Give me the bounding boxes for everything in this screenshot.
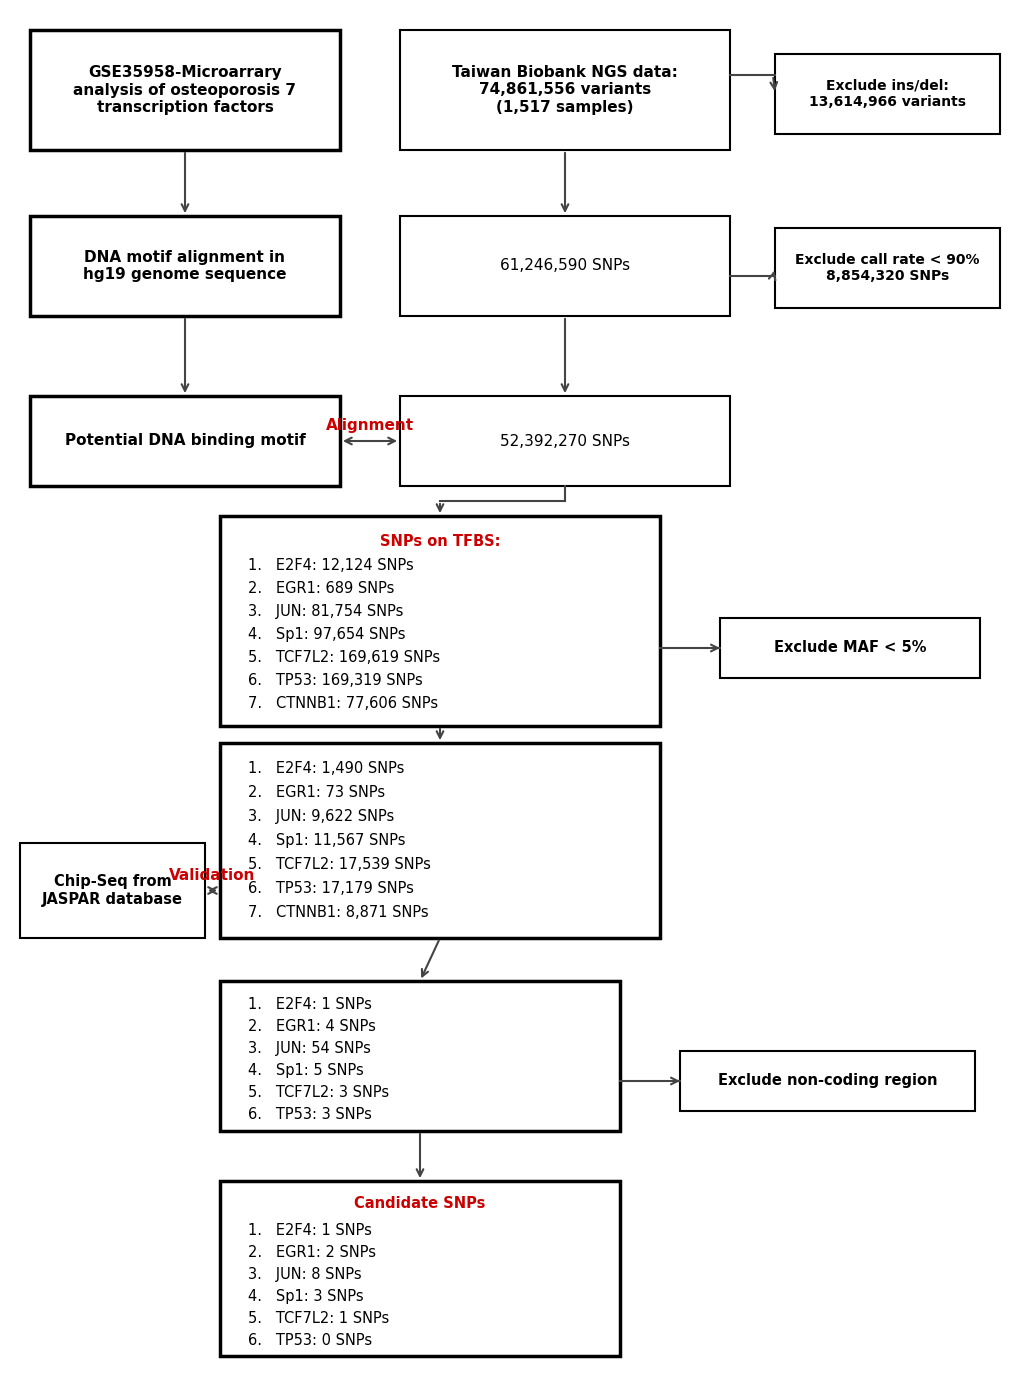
Text: 4.   Sp1: 3 SNPs: 4. Sp1: 3 SNPs [248, 1289, 363, 1304]
Text: Exclude MAF < 5%: Exclude MAF < 5% [773, 640, 925, 656]
Text: 5.   TCF7L2: 17,539 SNPs: 5. TCF7L2: 17,539 SNPs [248, 857, 430, 872]
Text: 2.   EGR1: 2 SNPs: 2. EGR1: 2 SNPs [248, 1245, 376, 1260]
Text: 4.   Sp1: 11,567 SNPs: 4. Sp1: 11,567 SNPs [248, 833, 406, 848]
Bar [220, 516, 659, 726]
Bar [220, 981, 620, 1131]
Bar [399, 396, 730, 486]
Text: 7.   CTNNB1: 8,871 SNPs: 7. CTNNB1: 8,871 SNPs [248, 905, 428, 920]
Text: Potential DNA binding motif: Potential DNA binding motif [64, 434, 305, 449]
Text: 52,392,270 SNPs: 52,392,270 SNPs [499, 434, 630, 449]
Text: 5.   TCF7L2: 1 SNPs: 5. TCF7L2: 1 SNPs [248, 1311, 389, 1326]
Text: 7.   CTNNB1: 77,606 SNPs: 7. CTNNB1: 77,606 SNPs [248, 696, 438, 711]
Text: Candidate SNPs: Candidate SNPs [354, 1196, 485, 1211]
Text: 1.   E2F4: 1 SNPs: 1. E2F4: 1 SNPs [248, 1222, 372, 1238]
Bar [399, 30, 730, 150]
Text: 4.   Sp1: 97,654 SNPs: 4. Sp1: 97,654 SNPs [248, 626, 406, 642]
Text: 3.   JUN: 9,622 SNPs: 3. JUN: 9,622 SNPs [248, 809, 394, 825]
Text: 3.   JUN: 54 SNPs: 3. JUN: 54 SNPs [248, 1041, 371, 1056]
Text: 1.   E2F4: 1,490 SNPs: 1. E2F4: 1,490 SNPs [248, 761, 404, 776]
Text: 6.   TP53: 3 SNPs: 6. TP53: 3 SNPs [248, 1107, 372, 1123]
Text: 6.   TP53: 169,319 SNPs: 6. TP53: 169,319 SNPs [248, 674, 422, 687]
Text: 1.   E2F4: 1 SNPs: 1. E2F4: 1 SNPs [248, 997, 372, 1012]
Bar [30, 396, 339, 486]
Text: 3.   JUN: 8 SNPs: 3. JUN: 8 SNPs [248, 1267, 362, 1282]
Text: 6.   TP53: 17,179 SNPs: 6. TP53: 17,179 SNPs [248, 881, 414, 895]
Text: SNPs on TFBS:: SNPs on TFBS: [379, 534, 499, 549]
Text: Chip-Seq from
JASPAR database: Chip-Seq from JASPAR database [42, 875, 182, 906]
Text: Validation: Validation [169, 868, 256, 883]
Bar [399, 216, 730, 316]
Text: 1.   E2F4: 12,124 SNPs: 1. E2F4: 12,124 SNPs [248, 559, 414, 572]
Text: DNA motif alignment in
hg19 genome sequence: DNA motif alignment in hg19 genome seque… [84, 249, 286, 283]
Text: 61,246,590 SNPs: 61,246,590 SNPs [499, 259, 630, 273]
Text: Alignment: Alignment [326, 419, 414, 432]
Text: 2.   EGR1: 689 SNPs: 2. EGR1: 689 SNPs [248, 581, 394, 596]
Text: 3.   JUN: 81,754 SNPs: 3. JUN: 81,754 SNPs [248, 604, 403, 620]
Bar [220, 1181, 620, 1356]
Text: Exclude non-coding region: Exclude non-coding region [717, 1074, 936, 1088]
Bar [774, 229, 999, 308]
Text: 6.   TP53: 0 SNPs: 6. TP53: 0 SNPs [248, 1333, 372, 1349]
Bar [220, 743, 659, 938]
Text: GSE35958-Microarrary
analysis of osteoporosis 7
transcription factors: GSE35958-Microarrary analysis of osteopo… [73, 65, 297, 115]
Bar [680, 1051, 974, 1112]
Bar [719, 618, 979, 678]
Text: Exclude call rate < 90%
8,854,320 SNPs: Exclude call rate < 90% 8,854,320 SNPs [795, 252, 979, 283]
Text: Taiwan Biobank NGS data:
74,861,556 variants
(1,517 samples): Taiwan Biobank NGS data: 74,861,556 vari… [451, 65, 678, 115]
Bar [20, 843, 205, 938]
Bar [774, 54, 999, 134]
Text: 5.   TCF7L2: 3 SNPs: 5. TCF7L2: 3 SNPs [248, 1085, 388, 1100]
Text: Exclude ins/del:
13,614,966 variants: Exclude ins/del: 13,614,966 variants [808, 79, 965, 109]
Text: 5.   TCF7L2: 169,619 SNPs: 5. TCF7L2: 169,619 SNPs [248, 650, 439, 665]
Text: 4.   Sp1: 5 SNPs: 4. Sp1: 5 SNPs [248, 1063, 364, 1078]
Text: 2.   EGR1: 4 SNPs: 2. EGR1: 4 SNPs [248, 1019, 376, 1034]
Bar [30, 30, 339, 150]
Bar [30, 216, 339, 316]
Text: 2.   EGR1: 73 SNPs: 2. EGR1: 73 SNPs [248, 784, 385, 800]
